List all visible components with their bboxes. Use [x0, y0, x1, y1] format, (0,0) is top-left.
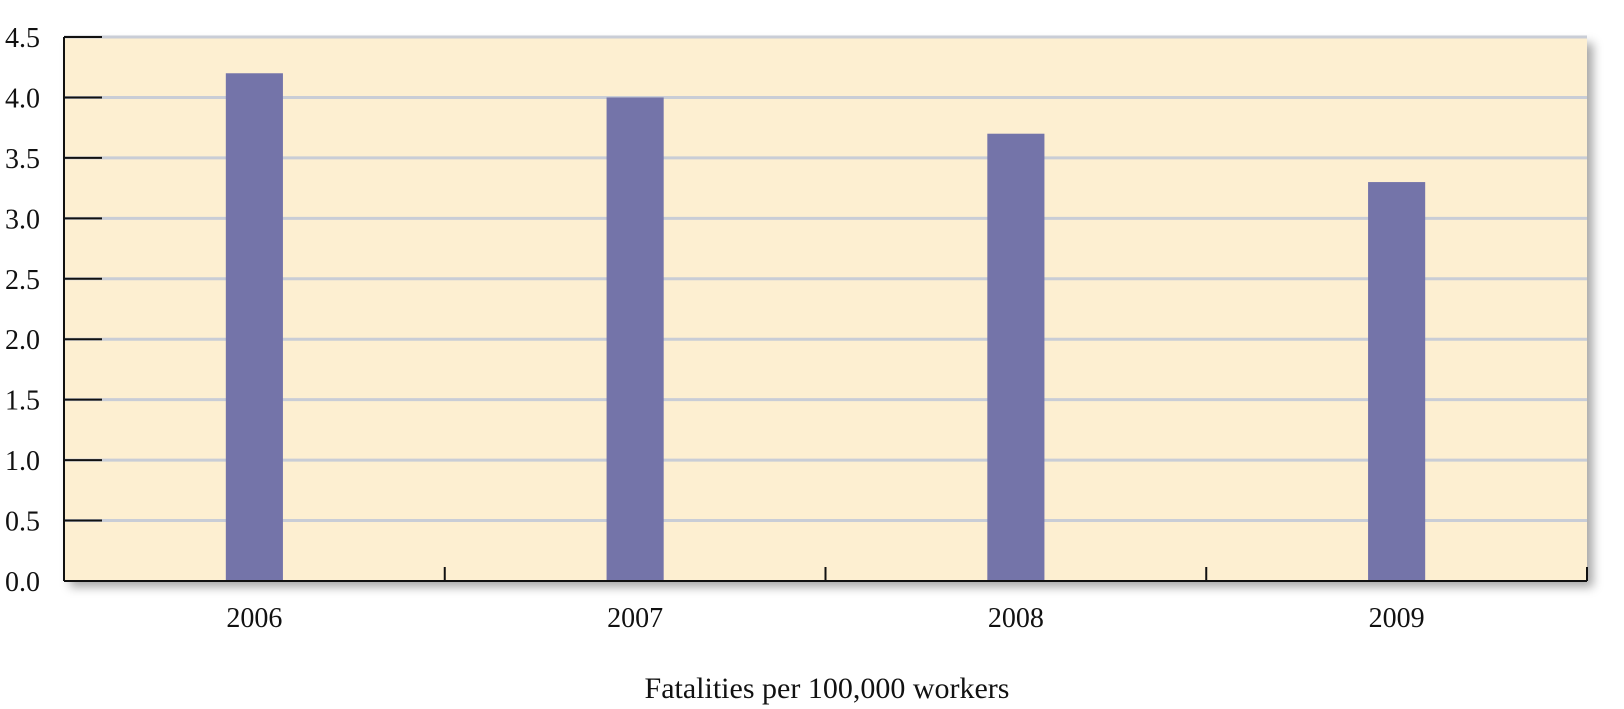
- y-tick-label: 0.5: [5, 507, 40, 538]
- bar-2009: [1368, 182, 1426, 582]
- y-tick-label: 1.0: [5, 446, 40, 477]
- y-tick-label: 2.0: [5, 325, 40, 356]
- y-tick-label: 4.0: [5, 83, 40, 114]
- plot-area: [64, 37, 1587, 581]
- x-tick-label: 2006: [226, 603, 282, 634]
- y-tick-labels: 0.0 0.5 1.0 1.5 2.0 2.5 3.0 3.5 4.0 4.5: [5, 23, 40, 598]
- x-tick-labels: 2006 2007 2008 2009: [226, 603, 1424, 634]
- x-tick-label: 2008: [988, 603, 1044, 634]
- y-tick-label: 1.5: [5, 386, 40, 417]
- y-tick-label: 3.0: [5, 204, 40, 235]
- gridlines: [64, 35, 1587, 523]
- bar-2008: [987, 133, 1045, 581]
- y-tick-label: 4.5: [5, 23, 40, 54]
- x-axis-title: Fatalities per 100,000 workers: [645, 672, 1010, 705]
- bar-2006: [225, 73, 283, 582]
- y-tick-label: 3.5: [5, 144, 40, 175]
- x-tick-label: 2009: [1369, 603, 1425, 634]
- bar-2007: [606, 97, 664, 581]
- y-tick-label: 0.0: [5, 567, 40, 598]
- x-tick-label: 2007: [607, 603, 663, 634]
- y-tick-label: 2.5: [5, 265, 40, 296]
- bars: [225, 73, 1426, 582]
- axes: [63, 36, 1588, 582]
